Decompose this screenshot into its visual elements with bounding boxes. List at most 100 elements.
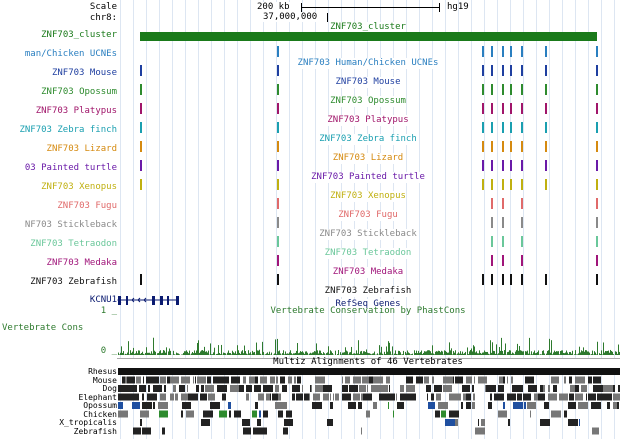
- ucne-feature[interactable]: [545, 141, 547, 152]
- ucne-feature[interactable]: [521, 217, 523, 228]
- ucne-feature[interactable]: [277, 103, 279, 114]
- cons-label[interactable]: Vertebrate Cons: [2, 323, 84, 333]
- ucne-feature[interactable]: [491, 122, 493, 133]
- ucne-feature[interactable]: [140, 160, 142, 171]
- ucne-feature[interactable]: [277, 274, 279, 285]
- ucne-feature[interactable]: [277, 160, 279, 171]
- multiz-species-label[interactable]: Rhesus: [88, 367, 117, 376]
- gene-model-kcnu1[interactable]: [117, 296, 179, 305]
- ucne-feature[interactable]: [510, 141, 512, 152]
- ucne-feature[interactable]: [545, 46, 547, 57]
- ucne-feature[interactable]: [491, 65, 493, 76]
- ucne-feature[interactable]: [502, 179, 504, 190]
- ucne-feature[interactable]: [482, 179, 484, 190]
- ucne-feature[interactable]: [510, 274, 512, 285]
- ucne-feature[interactable]: [521, 141, 523, 152]
- ucne-feature[interactable]: [277, 122, 279, 133]
- ucne-feature[interactable]: [521, 122, 523, 133]
- ucne-feature[interactable]: [277, 217, 279, 228]
- multiz-species-label[interactable]: Mouse: [92, 375, 117, 385]
- ucne-feature[interactable]: [140, 84, 142, 95]
- ucne-feature[interactable]: [596, 179, 598, 190]
- track-label[interactable]: ZNF703 Xenopus: [41, 182, 117, 192]
- ucne-feature[interactable]: [482, 160, 484, 171]
- ucne-feature[interactable]: [545, 274, 547, 285]
- ucne-feature[interactable]: [502, 65, 504, 76]
- ucne-feature[interactable]: [277, 141, 279, 152]
- track-label[interactable]: ZNF703 Fugu: [57, 201, 117, 211]
- ucne-feature[interactable]: [510, 65, 512, 76]
- ucne-feature[interactable]: [277, 255, 279, 266]
- ucne-feature[interactable]: [545, 160, 547, 171]
- ucne-feature[interactable]: [491, 236, 493, 247]
- ucne-feature[interactable]: [140, 103, 142, 114]
- ucne-feature[interactable]: [596, 65, 598, 76]
- track-label[interactable]: ZNF703 Platypus: [35, 106, 117, 116]
- ucne-feature[interactable]: [482, 141, 484, 152]
- ucne-feature[interactable]: [502, 217, 504, 228]
- ucne-feature[interactable]: [502, 46, 504, 57]
- ucne-feature[interactable]: [491, 179, 493, 190]
- ucne-feature[interactable]: [277, 46, 279, 57]
- ucne-feature[interactable]: [502, 122, 504, 133]
- ucne-feature[interactable]: [596, 160, 598, 171]
- ucne-feature[interactable]: [596, 84, 598, 95]
- ucne-feature[interactable]: [510, 84, 512, 95]
- ucne-feature[interactable]: [596, 274, 598, 285]
- ucne-feature[interactable]: [521, 84, 523, 95]
- ucne-feature[interactable]: [502, 160, 504, 171]
- multiz-species-label[interactable]: Dog: [102, 384, 117, 393]
- ucne-feature[interactable]: [510, 46, 512, 57]
- ucne-feature[interactable]: [502, 141, 504, 152]
- ucne-feature[interactable]: [545, 179, 547, 190]
- ucne-feature[interactable]: [545, 65, 547, 76]
- ucne-feature[interactable]: [545, 122, 547, 133]
- ucne-feature[interactable]: [596, 255, 598, 266]
- track-label[interactable]: ZNF703 Mouse: [51, 68, 117, 78]
- ucne-feature[interactable]: [140, 141, 142, 152]
- ucne-feature[interactable]: [502, 84, 504, 95]
- multiz-species-label[interactable]: X_tropicalis: [59, 418, 117, 427]
- ucne-feature[interactable]: [482, 122, 484, 133]
- ucne-feature[interactable]: [521, 160, 523, 171]
- ucne-feature[interactable]: [596, 122, 598, 133]
- multiz-species-label[interactable]: Opossum: [83, 401, 117, 410]
- ucne-feature[interactable]: [491, 84, 493, 95]
- ucne-feature[interactable]: [491, 141, 493, 152]
- ucne-feature[interactable]: [596, 141, 598, 152]
- multiz-species-label[interactable]: Elephant: [78, 392, 117, 402]
- track-label[interactable]: ZNF703 Medaka: [46, 258, 117, 268]
- track-label[interactable]: ZNF703_cluster: [41, 30, 117, 40]
- ucne-feature[interactable]: [502, 198, 504, 209]
- ucne-feature[interactable]: [521, 236, 523, 247]
- ucne-feature[interactable]: [140, 274, 142, 285]
- track-label[interactable]: ZNF703 Tetraodon: [30, 239, 117, 249]
- ucne-feature[interactable]: [596, 236, 598, 247]
- ucne-feature[interactable]: [482, 46, 484, 57]
- ucne-feature[interactable]: [277, 198, 279, 209]
- ucne-feature[interactable]: [491, 255, 493, 266]
- ucne-feature[interactable]: [502, 255, 504, 266]
- ucne-feature[interactable]: [482, 84, 484, 95]
- multiz-species-label[interactable]: Chicken: [83, 409, 117, 419]
- ucne-feature[interactable]: [140, 122, 142, 133]
- ucne-feature[interactable]: [491, 274, 493, 285]
- ucne-feature[interactable]: [502, 274, 504, 285]
- ucne-feature[interactable]: [140, 179, 142, 190]
- track-label[interactable]: man/Chicken UCNEs: [24, 49, 117, 59]
- ucne-feature[interactable]: [521, 274, 523, 285]
- ucne-feature[interactable]: [491, 46, 493, 57]
- ucne-feature[interactable]: [140, 65, 142, 76]
- ucne-feature[interactable]: [502, 103, 504, 114]
- ucne-feature[interactable]: [596, 198, 598, 209]
- ucne-feature[interactable]: [521, 46, 523, 57]
- ucne-feature[interactable]: [545, 84, 547, 95]
- ucne-feature[interactable]: [510, 179, 512, 190]
- ucne-feature[interactable]: [521, 198, 523, 209]
- ucne-feature[interactable]: [277, 65, 279, 76]
- multiz-species-label[interactable]: Zebrafish: [73, 426, 117, 436]
- ucne-feature[interactable]: [491, 103, 493, 114]
